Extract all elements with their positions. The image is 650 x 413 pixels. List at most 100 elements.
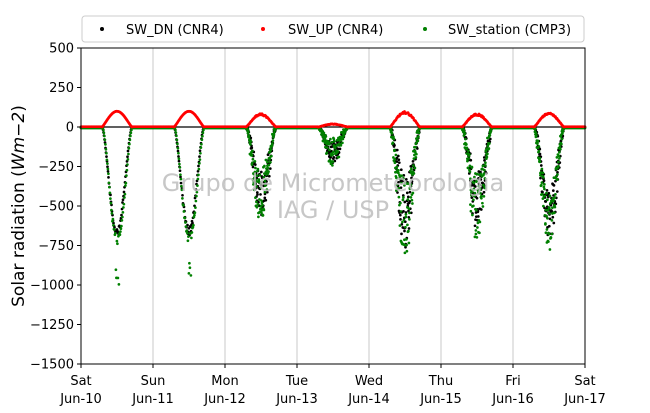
sw-station-point — [202, 128, 205, 132]
sw-station-point — [337, 155, 341, 159]
sw-dn-point — [411, 159, 415, 163]
sw-up-point — [418, 125, 422, 129]
sw-dn-point — [547, 224, 551, 228]
sw-dn-point — [256, 193, 259, 196]
x-tick-label-day: Tue — [285, 374, 308, 389]
sw-station-point — [487, 141, 490, 145]
sw-station-point — [251, 157, 255, 161]
sw-station-point — [560, 129, 564, 133]
sw-station-point — [470, 166, 474, 169]
sw-dn-point — [407, 215, 411, 219]
sw-dn-point — [404, 245, 407, 249]
sw-station-point — [393, 161, 397, 165]
sw-station-point — [414, 145, 417, 149]
sw-station-point — [269, 160, 272, 164]
sw-dn-point — [482, 156, 486, 159]
sw-station-point — [116, 276, 120, 280]
sw-station-point — [553, 211, 556, 215]
sw-dn-point — [396, 154, 400, 158]
sw-dn-point — [105, 155, 108, 158]
sw-station-point — [398, 224, 402, 227]
sw-station-point — [182, 210, 186, 213]
sw-station-point — [255, 205, 259, 209]
sw-station-point — [543, 194, 547, 198]
sw-station-point — [187, 271, 191, 275]
sw-station-point — [558, 157, 561, 160]
sw-station-point — [186, 239, 190, 243]
sw-station-point — [110, 208, 113, 212]
sw-station-point — [111, 219, 114, 223]
sw-station-point — [186, 231, 189, 235]
x-tick-label-date: Jun-17 — [563, 392, 606, 407]
sw-station-point — [473, 175, 476, 179]
sw-station-point — [469, 209, 473, 213]
sw-station-point — [409, 169, 412, 173]
sw-station-point — [201, 134, 204, 138]
sw-station-point — [124, 184, 127, 188]
sw-station-point — [486, 152, 489, 156]
sw-station-point — [396, 187, 400, 191]
sw-station-point — [410, 167, 413, 171]
sw-station-point — [414, 142, 418, 146]
series-sw-up — [79, 109, 587, 129]
sw-station-point — [184, 221, 187, 224]
sw-dn-point — [401, 179, 405, 183]
sw-station-point — [199, 146, 203, 149]
sw-station-point — [481, 205, 485, 208]
sw-station-point — [257, 178, 261, 181]
sw-dn-point — [251, 165, 255, 169]
sw-station-point — [115, 239, 119, 243]
sw-station-point — [263, 164, 266, 168]
sw-station-point — [546, 198, 549, 202]
sw-station-point — [475, 179, 479, 182]
sw-station-point — [390, 132, 394, 135]
sw-station-point — [547, 240, 550, 243]
sw-station-point — [394, 174, 398, 178]
sw-station-point — [544, 231, 548, 235]
sw-station-point — [483, 177, 487, 180]
sw-station-point — [126, 163, 129, 166]
sw-station-point — [122, 206, 125, 209]
sw-station-point — [257, 215, 260, 219]
sw-station-point — [125, 174, 128, 177]
sw-dn-point — [399, 217, 402, 221]
sw-dn-point — [409, 211, 413, 215]
sw-dn-point — [539, 176, 542, 180]
sw-station-point — [394, 153, 398, 157]
sw-station-point — [553, 205, 557, 209]
sw-station-point — [560, 133, 563, 137]
sw-station-point — [108, 185, 111, 189]
sw-dn-point — [395, 156, 399, 160]
sw-station-point — [548, 206, 551, 210]
sw-station-point — [552, 199, 555, 202]
sw-station-point — [551, 206, 554, 210]
sw-station-point — [338, 138, 341, 141]
sw-station-point — [469, 188, 473, 192]
sw-station-point — [249, 140, 253, 143]
sw-station-point — [325, 151, 329, 155]
sw-station-point — [541, 197, 545, 200]
sw-station-point — [178, 162, 181, 166]
sw-station-point — [412, 164, 415, 167]
sw-station-point — [403, 251, 407, 255]
sw-up-point — [490, 125, 494, 129]
sw-station-point — [555, 167, 558, 171]
sw-dn-point — [555, 190, 559, 193]
sw-station-point — [556, 173, 559, 176]
sw-station-point — [266, 166, 270, 170]
sw-station-point — [330, 140, 334, 144]
sw-station-point — [554, 175, 558, 179]
sw-station-point — [556, 153, 560, 156]
sw-station-point — [403, 184, 406, 187]
sw-station-point — [399, 201, 402, 205]
sw-station-point — [541, 174, 544, 178]
sw-station-point — [269, 147, 272, 150]
sw-station-point — [118, 233, 122, 237]
sw-station-point — [176, 142, 179, 146]
sw-station-point — [483, 186, 487, 190]
legend-marker-sw-up — [261, 27, 265, 31]
sw-station-point — [174, 128, 177, 132]
sw-station-point — [398, 173, 401, 177]
